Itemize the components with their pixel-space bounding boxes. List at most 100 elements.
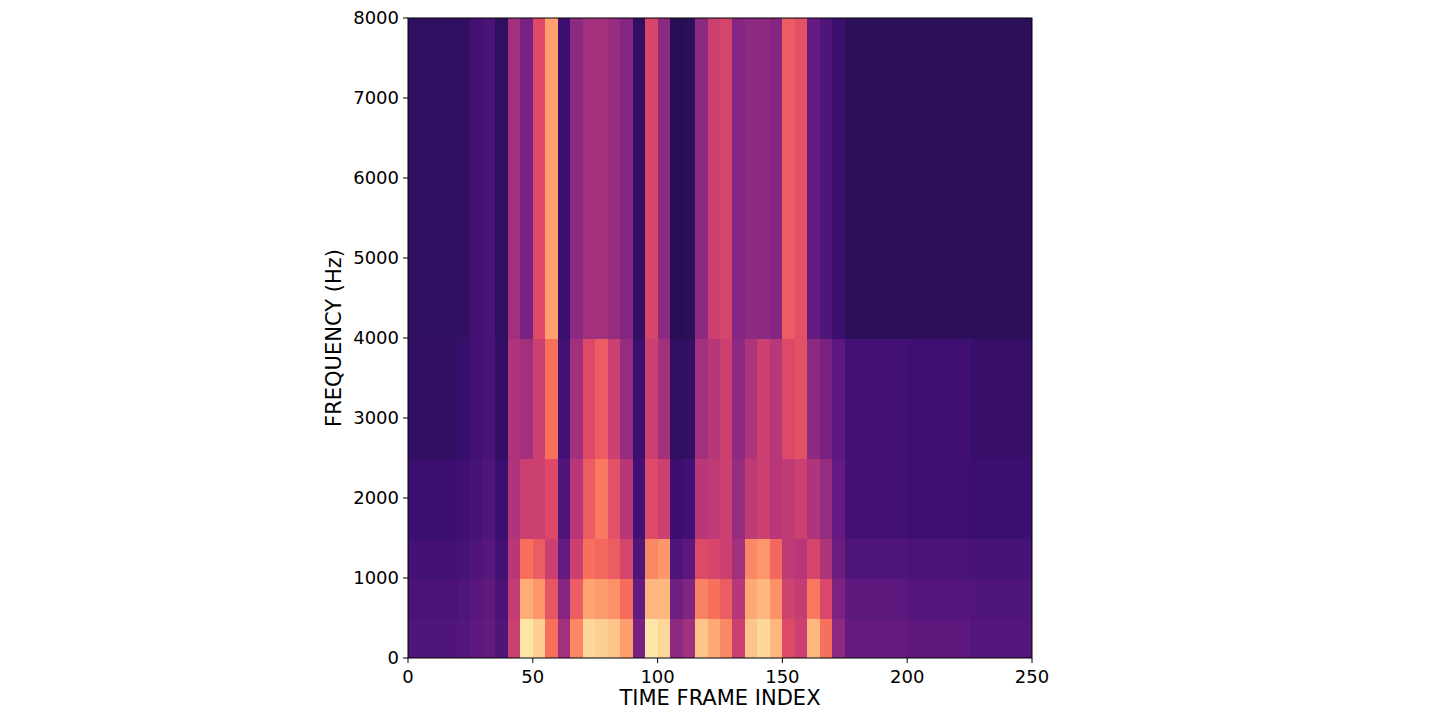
cell [895,138,908,179]
cell [732,578,745,619]
cell [932,418,945,459]
cell [570,338,583,379]
cell [595,98,608,139]
cell [1007,458,1020,499]
cell [595,538,608,579]
cell [520,618,533,658]
cell [445,418,458,459]
cell [433,98,446,139]
cell [445,538,458,579]
cell [408,538,421,579]
cell [945,58,958,99]
cell [1020,538,1032,579]
cell [408,378,421,419]
cell [982,218,995,259]
cell [845,538,858,579]
cell [782,138,795,179]
cell [745,218,758,259]
cell [782,98,795,139]
cell [945,138,958,179]
cell [882,578,895,619]
cell [508,58,521,99]
cell [857,178,870,219]
cell [932,458,945,499]
cell [445,498,458,539]
cell [595,458,608,499]
cell [870,538,883,579]
cell [970,538,983,579]
cell [558,418,571,459]
cell [483,378,496,419]
cell [907,18,920,59]
cell [620,58,633,99]
cell [970,578,983,619]
cell [470,338,483,379]
cell [570,58,583,99]
cell [683,258,696,299]
cell [845,418,858,459]
cell [907,418,920,459]
cell [695,178,708,219]
cell [695,138,708,179]
cell [583,218,596,259]
cell [645,338,658,379]
cell [708,418,721,459]
cell [408,98,421,139]
cell [670,178,683,219]
cell [757,578,770,619]
cell [745,258,758,299]
cell [520,338,533,379]
cell [945,218,958,259]
cell [545,258,558,299]
cell [1007,378,1020,419]
cell [907,58,920,99]
cell [483,218,496,259]
cell [520,538,533,579]
cell [757,218,770,259]
cell [483,18,496,59]
cell [782,58,795,99]
cell [945,378,958,419]
cell [533,58,546,99]
cell [982,98,995,139]
cell [633,138,646,179]
cell [820,338,833,379]
cell [770,378,783,419]
cell [495,578,508,619]
cell [620,418,633,459]
cell [608,498,621,539]
cell [508,418,521,459]
cell [695,258,708,299]
cell [570,18,583,59]
cell [445,178,458,219]
cell [683,178,696,219]
cell [545,298,558,339]
cell [445,218,458,259]
cell [1020,338,1032,379]
cell [770,338,783,379]
cell [957,178,970,219]
cell [745,378,758,419]
cell [1020,98,1032,139]
cell [807,18,820,59]
cell [508,178,521,219]
cell [1020,418,1032,459]
cell [433,138,446,179]
cell [982,258,995,299]
cell [882,138,895,179]
cell [670,418,683,459]
cell [882,618,895,658]
cell [570,218,583,259]
cell [420,418,433,459]
cell [995,618,1008,658]
cell [907,138,920,179]
cell [1020,498,1032,539]
cell [745,578,758,619]
cell [895,498,908,539]
cell [658,218,671,259]
cell [982,378,995,419]
cell [795,258,808,299]
cell [795,498,808,539]
cell [683,138,696,179]
cell [520,138,533,179]
